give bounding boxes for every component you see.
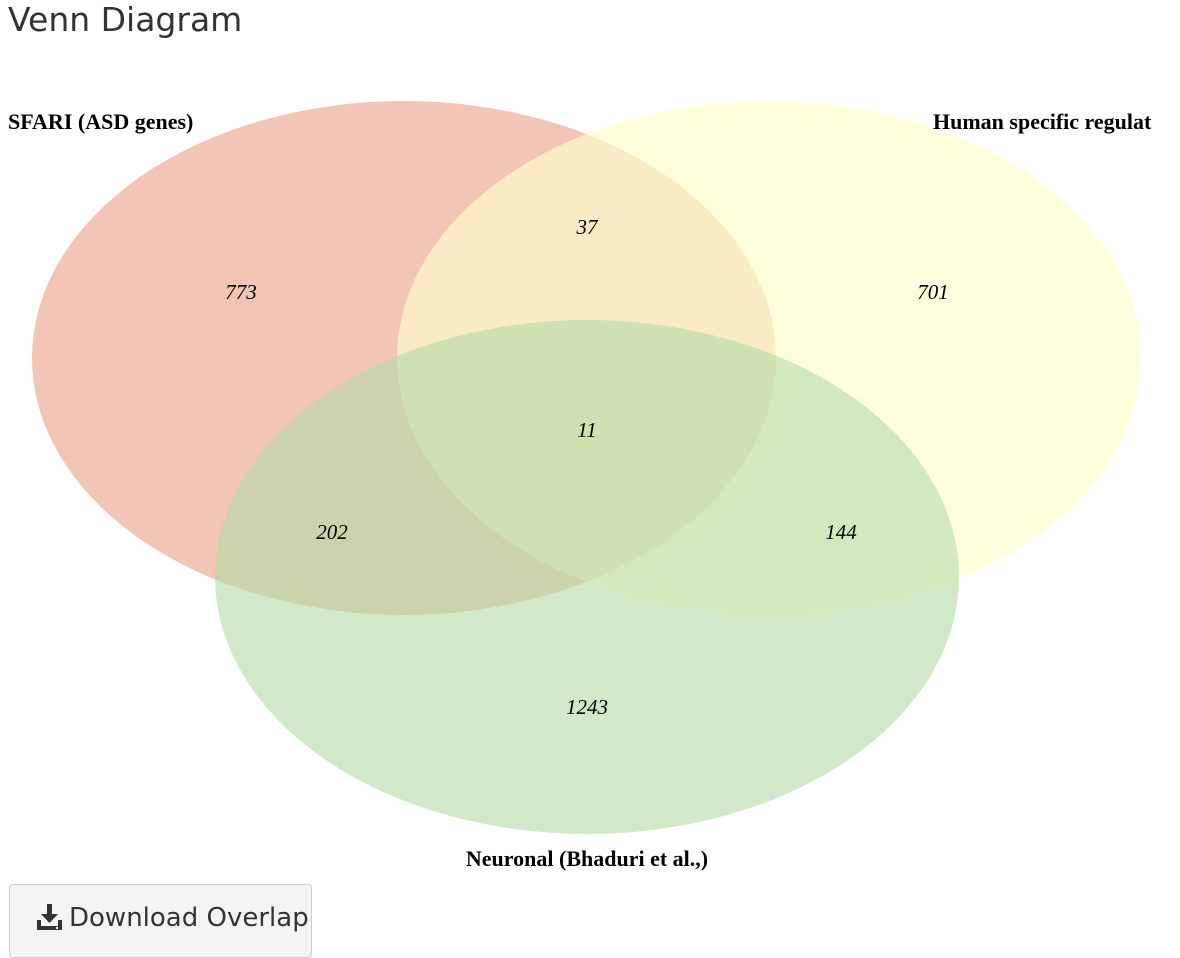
region-count-sfari-only: 773 bbox=[225, 280, 257, 304]
set-label-neuronal: Neuronal (Bhaduri et al.,) bbox=[466, 846, 708, 871]
region-count-human-only: 701 bbox=[917, 280, 949, 304]
download-overlap-label: Download Overlap bbox=[69, 903, 309, 933]
download-icon bbox=[35, 902, 64, 932]
set-circle-neuronal bbox=[215, 320, 959, 834]
set-label-sfari: SFARI (ASD genes) bbox=[8, 109, 193, 134]
region-count-sfari-human: 37 bbox=[576, 215, 600, 239]
region-count-all-three: 11 bbox=[577, 418, 596, 442]
region-count-neuronal-only: 1243 bbox=[566, 695, 608, 719]
region-count-sfari-neuronal: 202 bbox=[316, 520, 348, 544]
page-title: Venn Diagram bbox=[8, 0, 243, 39]
download-overlap-button[interactable]: Download Overlap bbox=[9, 884, 312, 958]
set-label-human-specific: Human specific regulat bbox=[933, 109, 1152, 134]
region-count-human-neuronal: 144 bbox=[825, 520, 857, 544]
venn-diagram: SFARI (ASD genes) Human specific regulat… bbox=[8, 101, 1152, 871]
